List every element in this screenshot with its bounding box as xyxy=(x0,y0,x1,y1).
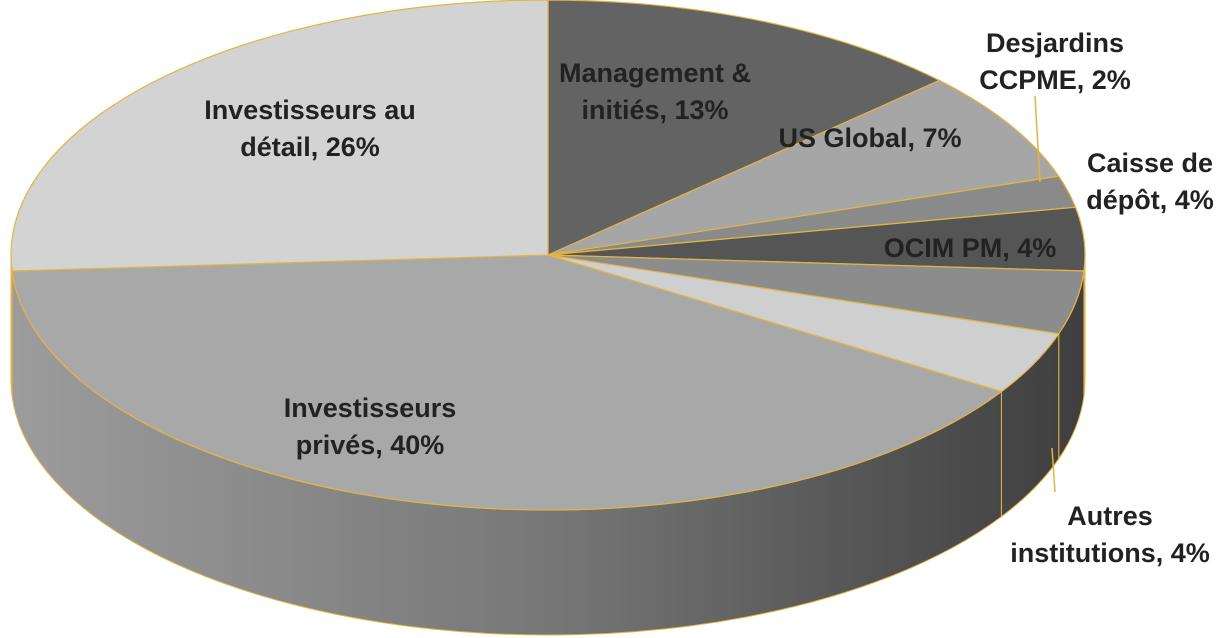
slice-label: privés, 40% xyxy=(296,430,445,460)
slice-label: initiés, 13% xyxy=(581,95,728,125)
slice-label: Caisse de xyxy=(1087,148,1213,178)
slice-label: Investisseurs au xyxy=(204,95,416,125)
slice-label: institutions, 4% xyxy=(1010,538,1210,568)
pie-slice xyxy=(547,79,1060,256)
leader-line xyxy=(1034,95,1041,183)
slice-label: détail, 26% xyxy=(240,132,380,162)
labels: Management & initiés, 13% US Global, 7% Des… xyxy=(204,28,1214,568)
slice-label: Investisseurs xyxy=(284,393,457,423)
slice-label: CCPME, 2% xyxy=(979,65,1131,95)
slice-label: dépôt, 4% xyxy=(1086,185,1214,215)
pie-sides xyxy=(10,254,1086,636)
slice-label: Management & xyxy=(559,58,751,88)
pie-side xyxy=(10,254,13,397)
pie-slice xyxy=(10,0,549,272)
pie-slice xyxy=(11,254,1003,511)
slice-label: OCIM PM, 4% xyxy=(884,233,1057,263)
slice-label: Autres xyxy=(1067,501,1153,531)
slice-label: US Global, 7% xyxy=(778,123,961,153)
pie-slice xyxy=(547,0,941,256)
slice-label: Desjardins xyxy=(986,28,1124,58)
leader-line xyxy=(1051,447,1056,493)
pie-tops xyxy=(10,0,1086,511)
